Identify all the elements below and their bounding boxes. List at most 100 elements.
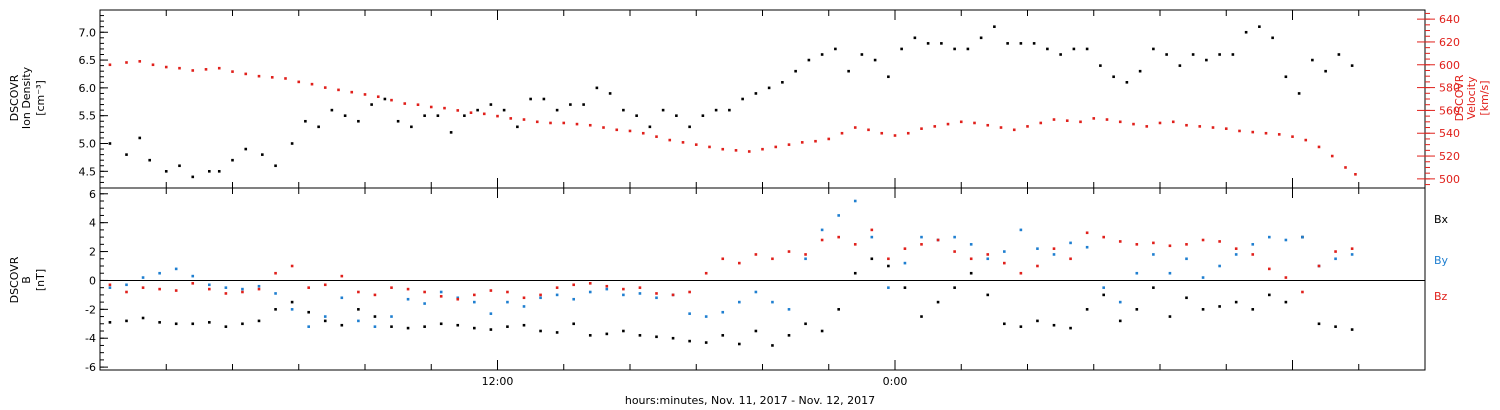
density-series: [108, 25, 1354, 179]
bz-point: [373, 293, 377, 297]
bz-point: [489, 289, 493, 292]
density-point: [449, 131, 453, 134]
by-point: [1218, 264, 1221, 268]
by-point: [489, 312, 493, 315]
bx-point: [539, 329, 542, 333]
by-point: [588, 290, 592, 294]
density-tick-label: 5.0: [79, 138, 97, 151]
density-point: [542, 97, 546, 101]
velocity-point: [1012, 128, 1016, 132]
b-axis-ticks: -6 -4 -2 0 2 4 6: [85, 188, 108, 374]
density-point: [1032, 42, 1036, 45]
bz-point: [605, 284, 609, 288]
velocity-point: [1185, 123, 1188, 127]
by-point: [125, 283, 128, 287]
density-point: [688, 125, 691, 129]
by-point: [704, 315, 708, 318]
bx-point: [870, 257, 874, 261]
velocity-point: [1105, 118, 1109, 121]
x-axis-label: hours:minutes, Nov. 11, 2017 - Nov. 12, …: [625, 394, 875, 407]
velocity-point: [1065, 119, 1069, 122]
bz-point: [1102, 235, 1105, 239]
bx-point: [1234, 300, 1238, 304]
density-point: [834, 47, 837, 51]
bz-point: [671, 293, 675, 297]
bz-point: [820, 238, 824, 242]
velocity-point: [562, 121, 566, 125]
density-point: [1271, 36, 1274, 40]
bz-point: [357, 290, 360, 294]
velocity-point: [456, 109, 460, 112]
bz-point: [141, 286, 145, 289]
velocity-point: [178, 66, 181, 70]
bx-point: [1152, 286, 1155, 289]
velocity-point: [1251, 130, 1255, 134]
bz-point: [1168, 244, 1172, 248]
density-point: [555, 108, 559, 112]
density-point: [529, 97, 532, 101]
bx-point: [274, 308, 277, 311]
b-tick-label: 4: [89, 217, 96, 230]
by-point: [174, 267, 178, 271]
velocity-point: [1304, 138, 1308, 142]
by-point: [423, 302, 426, 305]
bz-point: [622, 287, 625, 291]
velocity-ylabel-line2: Velocity: [1465, 76, 1478, 120]
density-point: [582, 103, 585, 106]
bz-point: [1284, 276, 1288, 279]
bz-point: [423, 290, 426, 294]
density-point: [410, 125, 413, 129]
density-point: [476, 108, 479, 112]
by-point: [1234, 253, 1238, 256]
density-point: [290, 142, 294, 145]
bz-point: [539, 293, 542, 297]
density-point: [741, 97, 744, 101]
density-point: [675, 114, 678, 117]
bz-point: [771, 257, 774, 261]
density-point: [148, 158, 151, 162]
density-point: [502, 108, 506, 112]
bz-point: [969, 257, 973, 261]
velocity-point: [1171, 120, 1175, 124]
by-point: [969, 243, 973, 246]
by-point: [340, 296, 344, 300]
density-point: [1311, 58, 1314, 62]
density-point: [1191, 53, 1195, 56]
bx-point: [655, 335, 658, 339]
bx-point: [439, 322, 443, 326]
by-point: [506, 300, 509, 304]
by-point: [688, 312, 691, 315]
velocity-tick-label: 640: [1439, 13, 1460, 26]
by-point: [1201, 276, 1205, 279]
density-ylabel-unit: [cm⁻³]: [34, 80, 47, 116]
bz-point: [125, 290, 128, 294]
bz-point: [1135, 243, 1139, 246]
by-point: [241, 287, 244, 291]
bx-point: [1350, 328, 1354, 331]
by-point: [920, 235, 923, 239]
velocity-tick-label: 620: [1439, 36, 1460, 49]
density-point: [608, 92, 612, 95]
by-point: [1284, 238, 1288, 242]
by-point: [1251, 243, 1255, 246]
bx-point: [688, 339, 691, 343]
density-point: [569, 103, 572, 106]
by-point: [804, 257, 807, 261]
bx-point: [920, 315, 923, 318]
bz-point: [1201, 238, 1205, 242]
density-point: [767, 86, 771, 90]
bx-point: [1251, 308, 1255, 311]
density-point: [1218, 53, 1221, 56]
density-point: [847, 69, 850, 73]
density-point: [383, 97, 387, 101]
velocity-point: [1198, 125, 1202, 128]
velocity-point: [880, 131, 884, 135]
bx-point: [323, 319, 327, 323]
velocity-point: [588, 123, 592, 127]
bz-point: [638, 286, 642, 289]
bz-point: [224, 292, 228, 295]
by-point: [224, 286, 228, 289]
density-point: [794, 69, 797, 73]
density-tick-label: 6.5: [79, 54, 97, 67]
velocity-point: [694, 143, 698, 146]
